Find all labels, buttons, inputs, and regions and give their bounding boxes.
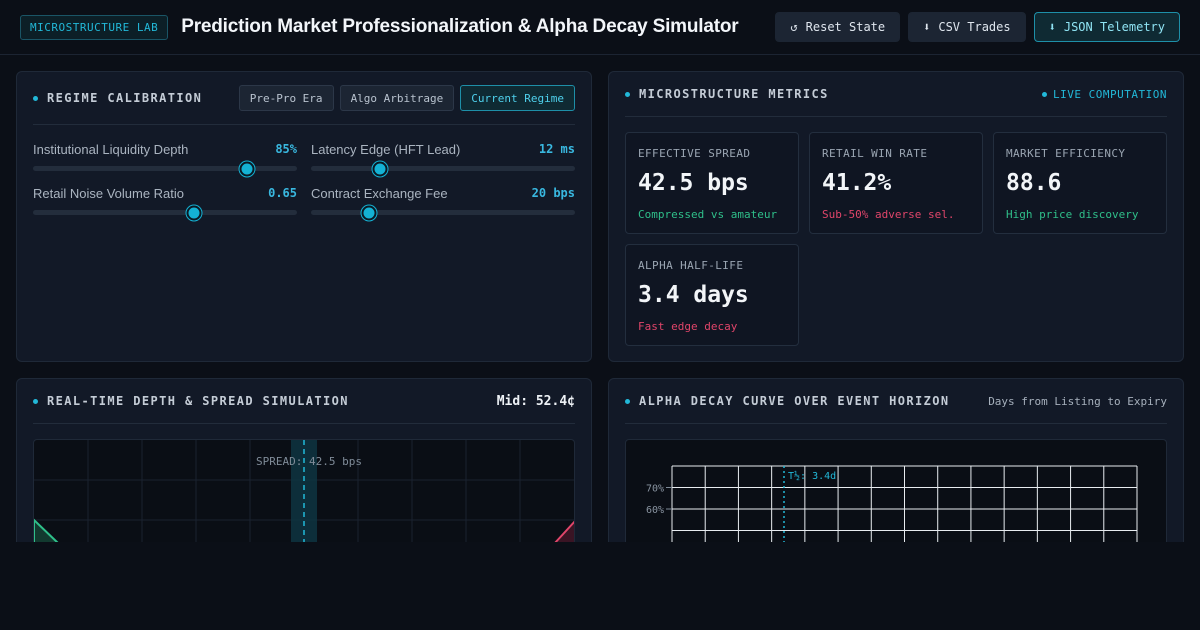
mid-price-label: Mid: 52.4¢ [496,393,575,409]
metrics-panel-header: MICROSTRUCTURE METRICS LIVE COMPUTATION [625,72,1167,117]
live-status: LIVE COMPUTATION [1042,88,1167,101]
csv-trades-label: CSV Trades [938,20,1011,34]
slider-track[interactable] [33,161,297,176]
alpha-panel-title: ALPHA DECAY CURVE OVER EVENT HORIZON [639,394,950,408]
slider-label: Institutional Liquidity Depth [33,141,189,157]
preset-pre-pro-era[interactable]: Pre-Pro Era [238,85,334,111]
alpha-panel-header: ALPHA DECAY CURVE OVER EVENT HORIZON Day… [625,379,1167,424]
slider-label: Latency Edge (HFT Lead) [311,141,461,157]
json-telemetry-button[interactable]: ⬇ JSON Telemetry [1033,12,1180,42]
metric-note: Compressed vs amateur [638,208,778,221]
metric-value: 42.5 bps [638,170,749,196]
depth-panel-header: REAL-TIME DEPTH & SPREAD SIMULATION Mid:… [33,379,575,424]
regime-calibration-panel: REGIME CALIBRATION Pre-Pro Era Algo Arbi… [16,71,592,362]
csv-trades-button[interactable]: ⬇ CSV Trades [908,12,1026,42]
regime-panel-title: REGIME CALIBRATION [47,91,203,105]
json-telemetry-label: JSON Telemetry [1063,20,1165,34]
depth-panel-title: REAL-TIME DEPTH & SPREAD SIMULATION [47,394,349,408]
slider-handle[interactable] [361,205,377,220]
bullet-dot-icon [625,91,630,97]
lab-badge: MICROSTRUCTURE LAB [20,14,169,40]
slider-handle[interactable] [239,161,255,176]
metric-label: EFFECTIVE SPREAD [638,147,751,160]
app-title: Prediction Market Professionalization & … [181,16,739,37]
retail-noise-slider: Retail Noise Volume Ratio 0.65 [33,184,297,220]
metric-note: High price discovery [1006,208,1139,221]
y-tick-label: 70% [646,484,664,495]
metric-card-alpha-half-life: ALPHA HALF-LIFE 3.4 days Fast edge decay [625,244,799,346]
preset-selector: Pre-Pro Era Algo Arbitrage Current Regim… [238,85,575,111]
regime-panel-header: REGIME CALIBRATION Pre-Pro Era Algo Arbi… [33,72,575,125]
metric-card-market-efficiency: MARKET EFFICIENCY 88.6 High price discov… [993,132,1167,234]
metric-value: 88.6 [1006,170,1062,196]
metric-value: 41.2% [822,170,892,196]
slider-value: 12 ms [538,142,575,156]
bullet-dot-icon [625,398,630,404]
metric-label: ALPHA HALF-LIFE [638,259,744,272]
mid-price-wrap: Mid: 52.4¢ [497,394,575,409]
slider-track[interactable] [311,205,575,220]
slider-value: 20 bps [531,186,575,200]
alpha-chart-svg: 70% 60% T½: 3.4d [646,465,1138,578]
slider-value: 85% [275,142,297,156]
metrics-panel-title: MICROSTRUCTURE METRICS [639,87,829,101]
reset-state-button[interactable]: ↺ Reset State [775,12,901,42]
x-axis-caption: Days from Listing to Expiry [988,394,1167,408]
slider-label: Retail Noise Volume Ratio [33,185,185,201]
preset-algo-arbitrage[interactable]: Algo Arbitrage [339,85,455,111]
live-dot-icon [1042,92,1048,97]
download-icon: ⬇ [1048,20,1056,34]
metric-note: Fast edge decay [638,320,738,333]
y-tick-label: 60% [646,505,664,516]
bullet-dot-icon [33,95,38,101]
slider-track[interactable] [311,161,575,176]
preset-current-regime[interactable]: Current Regime [460,85,575,111]
latency-edge-slider: Latency Edge (HFT Lead) 12 ms [311,140,575,176]
exchange-fee-slider: Contract Exchange Fee 20 bps [311,184,575,220]
institutional-liquidity-slider: Institutional Liquidity Depth 85% [33,140,297,176]
slider-value: 0.65 [268,186,297,200]
top-bar: MICROSTRUCTURE LAB Prediction Market Pro… [0,0,1200,55]
reset-icon: ↺ [790,20,798,34]
spread-label: SPREAD: 42.5 bps [256,455,362,468]
alpha-ticks: 70% 60% [646,484,672,516]
metric-card-retail-win-rate: RETAIL WIN RATE 41.2% Sub-50% adverse se… [809,132,983,234]
metric-note: Sub-50% adverse sel. [822,208,955,221]
metric-label: RETAIL WIN RATE [822,147,928,160]
below-fold-mask [0,542,1200,630]
half-life-label: T½: 3.4d [788,470,836,482]
metric-card-effective-spread: EFFECTIVE SPREAD 42.5 bps Compressed vs … [625,132,799,234]
reset-state-label: Reset State [805,20,886,34]
slider-label: Contract Exchange Fee [311,185,448,201]
x-caption-wrap: Days from Listing to Expiry [988,395,1167,408]
metric-value: 3.4 days [638,282,749,308]
top-actions: ↺ Reset State ⬇ CSV Trades ⬇ JSON Teleme… [775,12,1180,42]
microstructure-metrics-panel: MICROSTRUCTURE METRICS LIVE COMPUTATION … [608,71,1184,362]
live-status-text: LIVE COMPUTATION [1053,87,1167,101]
slider-track[interactable] [33,205,297,220]
live-status-label: LIVE COMPUTATION [1042,88,1167,101]
bullet-dot-icon [33,398,38,404]
download-icon: ⬇ [923,20,931,34]
slider-handle[interactable] [372,161,388,176]
slider-handle[interactable] [186,205,202,220]
metric-label: MARKET EFFICIENCY [1006,147,1126,160]
